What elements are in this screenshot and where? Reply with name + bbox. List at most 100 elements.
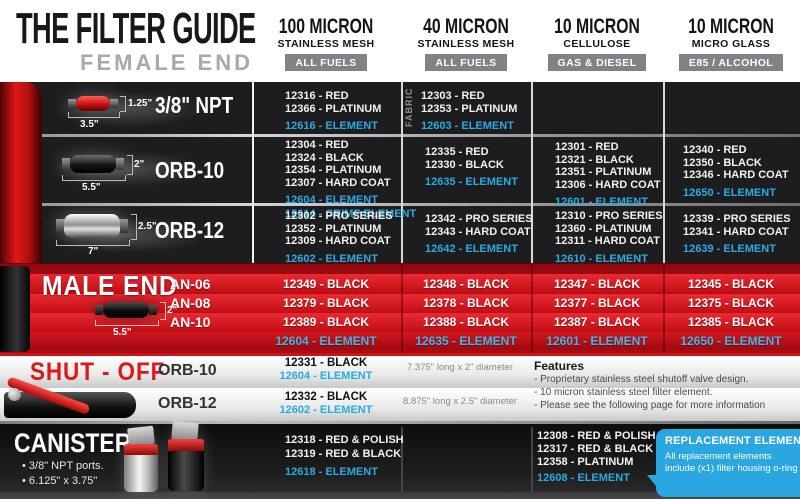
an10-label: AN-10 [170,314,211,330]
part-number: 12354 - PLATINUM [285,164,382,176]
cell-orb12-microglass: 12339 - PRO SERIES 12341 - HARD COAT 126… [683,213,791,256]
part-number: 12324 - BLACK [285,151,364,164]
callout-text: All replacement elements include (x1) fi… [665,451,798,474]
part-number: 12346 - HARD COAT [683,169,789,181]
part-an10-40micron: 12388 - BLACK [422,315,510,329]
element-number: 12604 - ELEMENT [285,194,378,206]
part-number: 12340 - RED [683,144,747,156]
canister-body [124,455,158,492]
part-an10-100micron: 12389 - BLACK [282,315,370,329]
an-fitting-photo [0,266,30,352]
part-number: 12321 - BLACK [555,153,634,166]
fitting-end [116,158,124,170]
column-title: 100 MICRON [278,15,374,38]
column-title: 10 MICRON [688,15,774,38]
canister-bullet: • 3/8" NPT ports. [22,460,104,472]
cell-orb12-100micron: 12302 - PRO SERIES 12352 - PLATINUM 1230… [285,210,393,265]
page-title: THE FILTER GUIDE [16,4,256,53]
male-end-label: MALE END [42,270,178,301]
part-number: 12306 - HARD COAT [555,178,661,191]
element-number: 12601 - ELEMENT [555,196,648,208]
filter-body [70,155,116,173]
part-number: 12342 - PRO SERIES [425,213,533,225]
part-an08-100micron: 12379 - BLACK [282,296,370,310]
column-divider [401,427,403,493]
element-number: 12602 - ELEMENT [285,252,378,265]
part-number: 12330 - BLACK [425,158,504,171]
male-element-band [0,332,800,350]
feature-item: - 10 micron stainless steel filter eleme… [534,387,713,398]
orb10-filter-photo [62,155,124,173]
cell-npt-40micron: 12303 - RED 12353 - PLATINUM 12603 - ELE… [421,90,517,133]
cell-orb10-microglass: 12340 - RED 12350 - BLACK 12346 - HARD C… [683,144,789,199]
fuel-badge: ALL FUELS [285,54,367,71]
row-divider [0,203,800,206]
fitting-end [62,158,70,170]
fitting-end [110,98,118,109]
canister-cap [124,444,158,455]
dim-bracket [131,214,137,240]
dim-width: 3.5" [80,119,99,130]
dim-bracket [95,320,159,326]
label-column-divider [252,82,254,353]
part-number: 12311 - HARD COAT [555,235,660,247]
callout-tail [647,475,660,491]
column-title: 10 MICRON [554,15,640,38]
part-an06-microglass: 12345 - BLACK [687,277,775,291]
column-divider [401,264,403,354]
part-shutoff-orb12: 12332 - BLACK [284,391,368,403]
column-divider [531,82,533,263]
part-number: 12317 - RED & BLACK [537,443,654,455]
row-label-npt: 3/8" NPT [155,92,234,118]
part-number: 12341 - HARD COAT [683,225,789,238]
row-divider [0,134,800,137]
dim-width: 5.5" [113,327,132,338]
fitting-end [120,218,128,234]
dim-bracket [56,240,130,246]
orb12-filter-photo [56,214,128,238]
part-number: 12308 - RED & POLISH [537,430,656,442]
fuel-badge: GAS & DIESEL [547,54,647,71]
cell-canister-cellulose: 12308 - RED & POLISH 12317 - RED & BLACK… [537,430,656,485]
male-row-band [0,274,800,293]
row-label-orb10: ORB-10 [155,157,225,183]
dim-bracket [68,112,120,118]
canister-bullet: • 6.125" x 3.75" [22,475,98,487]
shutoff-label: SHUT - OFF [30,358,166,386]
dim-height: 1.25" [128,98,153,109]
filter-body [103,302,149,318]
cell-orb12-40micron: 12342 - PRO SERIES 12343 - HARD COAT 126… [425,213,533,256]
column-subtitle: CELLULOSE [563,38,631,50]
cell-orb10-100micron: 12304 - RED 12324 - BLACK 12354 - PLATIN… [285,139,416,220]
column-header-10-micron-micro-glass: 10 MICRON MICRO GLASS E85 / ALCOHOL [661,16,800,71]
element-male-microglass: 12650 - ELEMENT [680,334,782,348]
part-an06-100micron: 12349 - BLACK [282,277,370,291]
element-number: 12639 - ELEMENT [683,243,776,255]
female-end-label: FEMALE END [80,50,253,75]
column-divider [663,82,665,263]
canister-body [168,451,204,491]
npt-filter-photo [68,96,118,111]
element-shutoff-orb12: 12602 - ELEMENT [279,404,373,416]
dim-bracket [127,155,133,175]
part-number: 12319 - RED & BLACK [285,448,402,460]
feature-item: - Please see the following page for more… [534,400,766,411]
fitting-end [149,305,157,315]
part-number: 12343 - HARD COAT [425,225,531,238]
column-header-10-micron-cellulose: 10 MICRON CELLULOSE GAS & DIESEL [527,16,667,71]
element-male-100micron: 12604 - ELEMENT [275,334,377,348]
shutoff-orb12-label: ORB-12 [158,395,217,412]
canister-cap [168,439,204,451]
dim-width: 5.5" [82,182,101,193]
part-number: 12302 - PRO SERIES [285,210,393,222]
element-number: 12608 - ELEMENT [537,472,630,484]
element-number: 12603 - ELEMENT [421,120,514,132]
part-an06-cellulose: 12347 - BLACK [553,277,641,291]
column-divider [401,82,403,263]
fabric-note: FABRIC [404,87,414,128]
part-number: 12335 - RED [425,146,489,158]
element-number: 12610 - ELEMENT [555,252,648,265]
